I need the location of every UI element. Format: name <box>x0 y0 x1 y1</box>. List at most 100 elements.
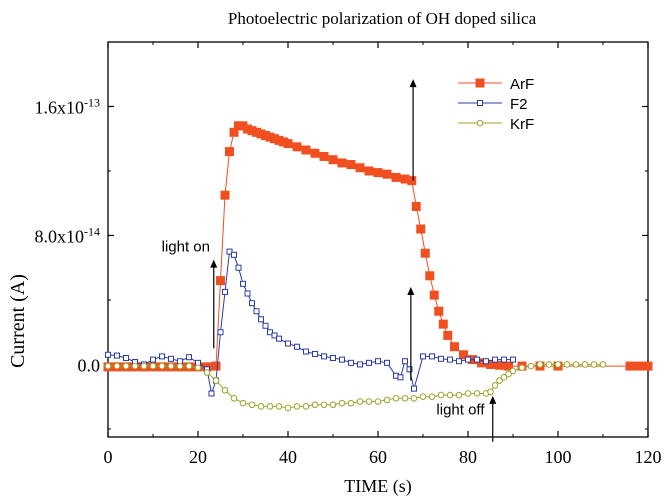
data-point <box>391 172 401 182</box>
x-tick-label: 80 <box>459 447 477 467</box>
data-point <box>176 362 184 370</box>
data-point <box>275 403 283 410</box>
data-point <box>312 350 318 357</box>
data-point <box>374 398 382 405</box>
data-point <box>330 355 336 361</box>
legend-item-f2: F2 <box>458 96 528 113</box>
data-point <box>581 361 589 368</box>
data-point <box>220 190 230 200</box>
data-point <box>438 319 448 329</box>
arrow <box>489 395 497 442</box>
data-point <box>456 358 462 365</box>
data-point <box>402 358 408 365</box>
data-point <box>249 300 255 307</box>
data-point <box>411 201 421 211</box>
data-point <box>226 248 233 255</box>
annotation-label: light on <box>162 239 210 256</box>
data-point <box>328 155 338 165</box>
data-point <box>321 353 327 360</box>
y-tick-label: 1.6x10-13 <box>35 95 101 117</box>
data-point <box>392 395 400 402</box>
arrow-head <box>489 395 497 404</box>
data-point <box>384 359 390 366</box>
data-point <box>474 356 480 363</box>
data-point <box>599 361 607 368</box>
data-point <box>364 166 374 176</box>
data-point <box>339 356 345 363</box>
x-axis-label: TIME (s) <box>344 476 411 497</box>
data-point <box>446 391 454 399</box>
data-point <box>643 361 653 371</box>
data-point <box>293 403 301 410</box>
data-point <box>500 374 508 381</box>
data-point <box>420 248 430 258</box>
data-point <box>416 224 426 234</box>
data-point <box>231 251 237 258</box>
series-krf <box>104 361 607 412</box>
legend-label: ArF <box>510 76 534 93</box>
data-point <box>217 329 224 336</box>
arrow-head <box>407 287 415 296</box>
data-point <box>483 358 489 365</box>
y-tick-label: 0.0 <box>78 355 101 375</box>
data-point <box>105 351 111 358</box>
data-point <box>411 385 417 392</box>
legend-label: KrF <box>510 116 534 133</box>
data-point <box>221 386 229 394</box>
data-point <box>337 158 347 168</box>
data-point <box>131 362 139 370</box>
data-point <box>487 388 494 396</box>
data-point <box>104 362 112 370</box>
x-tick-label: 120 <box>635 447 662 467</box>
data-point <box>149 362 157 370</box>
data-point <box>167 362 175 370</box>
data-point <box>253 308 260 315</box>
data-point <box>194 364 202 371</box>
data-point <box>438 355 444 362</box>
data-point <box>311 401 319 409</box>
data-point <box>216 276 225 286</box>
data-point <box>410 395 418 402</box>
data-point <box>429 290 439 300</box>
y-axis-label: Current (A) <box>7 274 29 368</box>
data-point <box>425 271 435 281</box>
data-point <box>319 151 329 161</box>
arrow <box>409 79 417 181</box>
data-point <box>185 362 193 370</box>
data-point <box>428 393 436 400</box>
data-point <box>186 354 192 361</box>
data-point <box>382 169 392 179</box>
data-point <box>239 399 247 407</box>
data-point <box>203 369 211 376</box>
data-point <box>357 361 363 368</box>
data-point <box>284 404 292 412</box>
data-point <box>492 356 498 363</box>
annotation-label: light off <box>436 401 485 418</box>
data-point <box>356 398 364 405</box>
x-tick-label: 20 <box>189 447 207 467</box>
data-point <box>113 362 121 370</box>
data-point <box>267 329 273 336</box>
data-point <box>375 358 381 365</box>
legend-item-arf: ArF <box>458 76 534 93</box>
data-point <box>271 332 278 339</box>
arrow-head <box>210 259 218 268</box>
x-tick-label: 60 <box>369 447 387 467</box>
data-point <box>158 362 166 370</box>
legend-marker <box>475 78 485 88</box>
x-tick-label: 100 <box>545 447 572 467</box>
data-point <box>429 353 435 360</box>
legend-label: F2 <box>510 96 528 113</box>
chart-title: Photoelectric polarization of OH doped s… <box>228 9 537 28</box>
data-point <box>310 148 320 158</box>
data-point <box>366 359 372 366</box>
data-point <box>329 401 337 409</box>
data-point <box>465 356 471 363</box>
data-point <box>122 362 130 370</box>
legend-marker <box>477 100 483 106</box>
data-point <box>419 393 427 400</box>
data-point <box>447 356 453 363</box>
y-tick-label: 8.0x10-14 <box>35 224 101 246</box>
data-point <box>397 374 404 381</box>
